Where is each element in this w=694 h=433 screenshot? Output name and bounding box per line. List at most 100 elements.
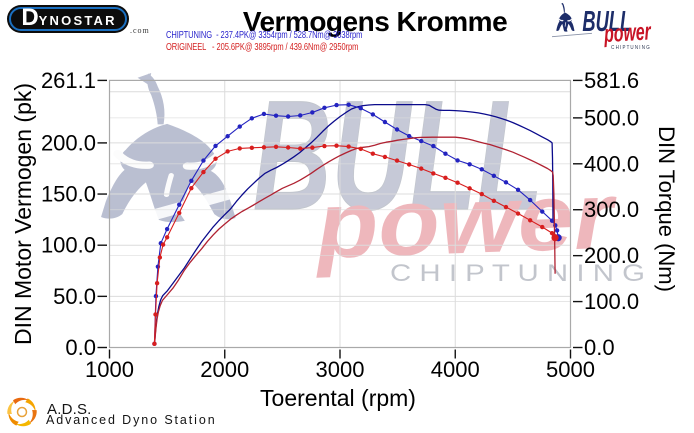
curve-CHIPTUNING-vermogen	[153, 103, 554, 346]
y-axis-left-title: DIN Motor Vermogen (pk)	[10, 83, 36, 345]
marker-CHIPTUNING-koppel	[554, 228, 560, 233]
marker-ORIGINEEL-koppel	[310, 145, 315, 150]
logo-ground-line	[551, 32, 592, 38]
marker-ORIGINEEL-koppel	[157, 255, 163, 260]
marker-ORIGINEEL-koppel	[261, 145, 267, 150]
dynostar-wordmark: DYNOSTAR	[21, 4, 117, 31]
swirl-hub	[16, 406, 28, 418]
marker-CHIPTUNING-koppel	[503, 180, 509, 185]
watermark-bull-text: BULL	[253, 69, 543, 243]
y-left-tick-label: 150.0	[41, 182, 96, 207]
marker-ORIGINEEL-koppel	[467, 186, 472, 191]
x-tick-label: 2000	[200, 357, 249, 382]
logo-bull-icon	[555, 2, 576, 33]
plot-area: 1000 2000 3000 4000 50000.050.0100.0150.0200…	[41, 68, 639, 382]
marker-CHIPTUNING-koppel	[298, 113, 303, 118]
marker-CHIPTUNING-koppel	[382, 119, 388, 125]
page-title: Vermogens Kromme	[242, 6, 508, 37]
marker-CHIPTUNING-koppel	[285, 114, 291, 119]
marker-ORIGINEEL-koppel	[491, 198, 497, 203]
marker-CHIPTUNING-koppel	[419, 138, 424, 144]
y-right-tick-label: 581.6	[584, 68, 639, 93]
x-axis-title: Toerental (rpm)	[260, 385, 416, 411]
plot-border	[108, 79, 572, 349]
marker-CHIPTUNING-koppel	[455, 158, 460, 163]
marker-CHIPTUNING-koppel	[549, 218, 555, 223]
marker-CHIPTUNING-koppel	[431, 143, 436, 149]
marker-ORIGINEEL-koppel	[358, 146, 363, 152]
marker-CHIPTUNING-koppel	[346, 102, 351, 107]
marker-CHIPTUNING-koppel	[164, 226, 170, 232]
marker-ORIGINEEL-koppel	[237, 146, 242, 151]
dynostar-domain-suffix: .com	[130, 26, 150, 35]
marker-ORIGINEEL-koppel	[540, 224, 545, 230]
bullpower-logo: BULL power C H I P T U N I N G	[551, 2, 652, 51]
ads-name: Advanced Dyno Station	[46, 413, 217, 427]
legend: CHIPTUNING - 237.4PK@ 3354rpm / 528.7Nm@…	[166, 30, 362, 55]
x-tick-label: 3000	[316, 357, 365, 382]
marker-CHIPTUNING-koppel	[189, 178, 194, 183]
marker-CHIPTUNING-koppel	[406, 133, 412, 139]
marker-ORIGINEEL-koppel	[285, 145, 291, 150]
marker-CHIPTUNING-koppel	[261, 111, 267, 117]
marker-ORIGINEEL-koppel	[394, 158, 400, 163]
ads-swirl-icon	[7, 397, 37, 427]
y-right-tick-label: 200.0	[584, 243, 639, 268]
dynostar-logo: DYNOSTAR	[7, 4, 129, 33]
marker-ORIGINEEL-koppel	[479, 191, 484, 197]
marker-CHIPTUNING-koppel	[322, 105, 327, 110]
marker-ORIGINEEL-koppel	[164, 235, 170, 240]
marker-ORIGINEEL-koppel	[154, 281, 160, 286]
marker-CHIPTUNING-koppel	[527, 197, 533, 203]
marker-ORIGINEEL-koppel	[503, 204, 509, 210]
marker-CHIPTUNING-koppel	[334, 102, 339, 108]
marker-ORIGINEEL-koppel	[322, 143, 327, 149]
marker-CHIPTUNING-koppel	[358, 106, 363, 111]
marker-ORIGINEEL-koppel	[249, 145, 255, 151]
marker-CHIPTUNING-koppel	[515, 187, 521, 193]
y-left-tick-label: 100.0	[41, 233, 96, 258]
y-axis-right-title: DIN Torque (Nm)	[654, 126, 679, 292]
x-tick-label: 1000	[85, 357, 134, 382]
marker-ORIGINEEL-koppel	[189, 185, 194, 191]
watermark-power-text: power	[312, 163, 620, 280]
marker-ORIGINEEL-koppel	[152, 341, 157, 347]
marker-CHIPTUNING-koppel	[394, 127, 400, 132]
marker-CHIPTUNING-koppel	[225, 134, 230, 139]
y-right-tick-label: 300.0	[584, 197, 639, 222]
marker-ORIGINEEL-koppel	[201, 169, 206, 175]
y-right-tick-label: 400.0	[584, 151, 639, 176]
marker-CHIPTUNING-koppel	[491, 173, 497, 179]
marker-ORIGINEEL-koppel	[153, 312, 158, 317]
marker-CHIPTUNING-koppel	[201, 158, 206, 163]
marker-ORIGINEEL-koppel	[382, 154, 388, 160]
marker-ORIGINEEL-koppel	[334, 143, 339, 148]
y-left-tick-label: 0.0	[65, 335, 96, 360]
marker-ORIGINEEL-koppel	[213, 156, 218, 161]
marker-ORIGINEEL-koppel	[551, 234, 559, 242]
marker-CHIPTUNING-koppel	[540, 209, 545, 214]
ads-abbr: A.D.S.	[47, 401, 92, 418]
marker-CHIPTUNING-koppel	[479, 167, 484, 172]
marker-CHIPTUNING-koppel	[177, 202, 182, 207]
marker-ORIGINEEL-koppel	[419, 166, 424, 171]
legend-chiptuning: CHIPTUNING - 237.4PK@ 3354rpm / 528.7Nm@…	[166, 30, 363, 41]
x-tick-label: 5000	[546, 357, 595, 382]
y-left-tick-label: 50.0	[53, 284, 96, 309]
swirl-flames	[7, 397, 37, 427]
marker-ORIGINEEL-koppel	[346, 144, 351, 149]
marker-CHIPTUNING-koppel	[213, 143, 218, 149]
marker-CHIPTUNING-koppel	[370, 112, 376, 117]
marker-CHIPTUNING-koppel	[553, 223, 558, 228]
marker-ORIGINEEL-koppel	[177, 210, 182, 216]
curve-ORIGINEEL-koppel	[153, 145, 556, 344]
marker-CHIPTUNING-koppel	[467, 162, 472, 167]
marker-ORIGINEEL-koppel	[515, 211, 521, 216]
y-right-tick-label: 500.0	[584, 105, 639, 130]
logo-bull-text: BULL	[582, 6, 631, 38]
y-left-tick-label: 200.0	[41, 130, 96, 155]
bullpower-watermark: BULL power C H I P T U N I N G	[90, 69, 645, 287]
marker-ORIGINEEL-koppel	[431, 171, 436, 176]
